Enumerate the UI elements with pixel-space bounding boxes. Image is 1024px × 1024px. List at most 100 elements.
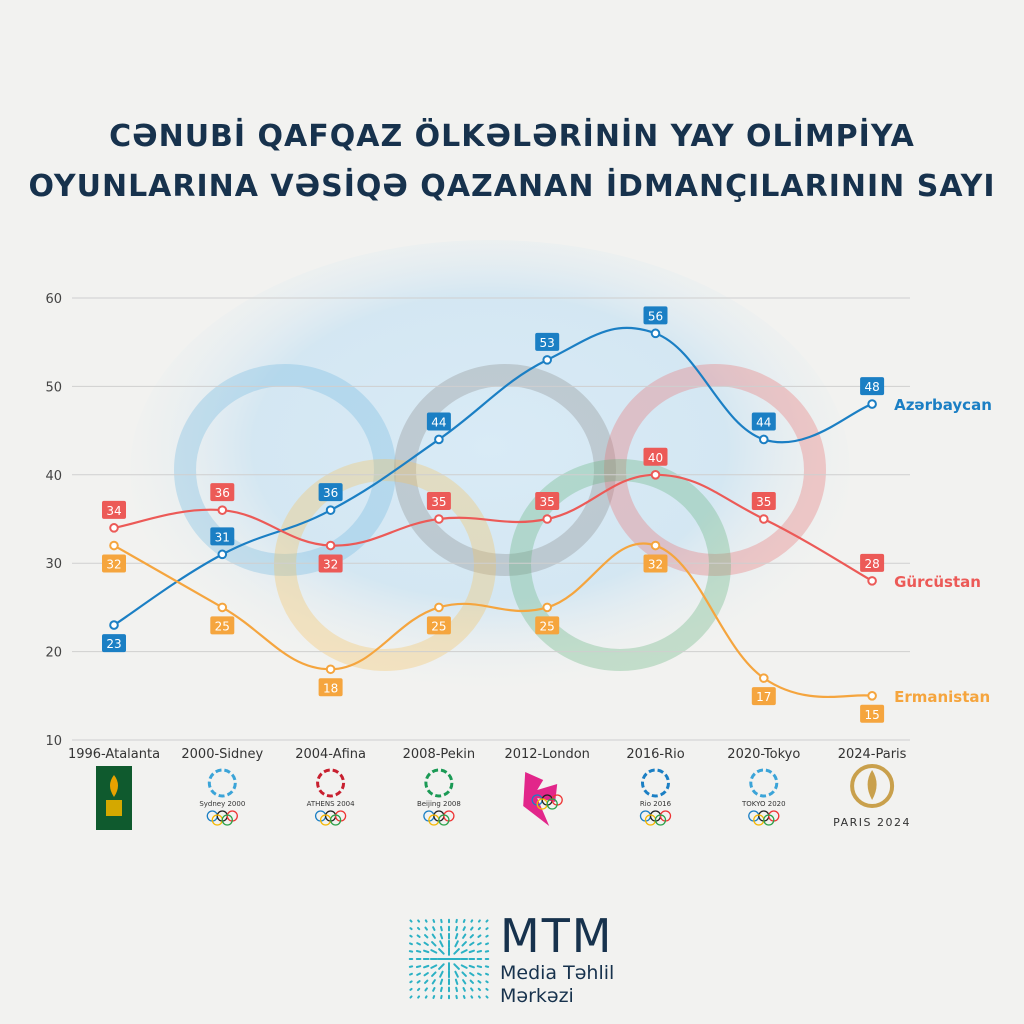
brand-line2: Mərkəzi — [500, 985, 574, 1007]
logo-dash — [476, 965, 483, 969]
logo-dash — [423, 964, 430, 969]
logo-dash — [423, 972, 429, 977]
data-point — [759, 514, 769, 524]
logo-dash — [485, 942, 489, 946]
logo-dash — [461, 941, 467, 947]
logo-dash — [439, 940, 444, 948]
logo-dash — [468, 964, 475, 969]
data-label-box — [860, 377, 885, 396]
data-labels: 23 31 36 44 53 56 44 48 Azərbaycan 34 36 32 35 35 40 35… — [102, 306, 992, 723]
data-label: 36 — [215, 486, 230, 500]
logo-dash — [431, 933, 436, 939]
logo-dash — [454, 940, 459, 948]
games-emblems: Sydney 2000 ATHENS 2004 Beijing 2008 Rio 20… — [96, 764, 910, 830]
data-label: 32 — [648, 558, 663, 572]
logo-dash — [439, 933, 444, 940]
data-label: 31 — [215, 530, 230, 544]
logo-dash — [469, 934, 474, 939]
logo-dash — [416, 942, 421, 946]
data-point — [109, 620, 119, 630]
logo-dash — [439, 970, 444, 978]
data-label-box — [751, 492, 776, 510]
data-label-box — [318, 483, 343, 502]
series-points — [109, 328, 877, 701]
logo-dash — [432, 995, 436, 999]
x-tick-label: 2008-Pekin — [403, 747, 476, 762]
brand-line1: Media Təhlil — [500, 962, 615, 984]
data-label: 44 — [756, 415, 771, 429]
data-point — [325, 540, 336, 551]
data-point — [217, 549, 228, 560]
emblem-mark — [424, 768, 454, 798]
mini-ring — [221, 814, 233, 826]
logo-dash — [469, 979, 474, 984]
logo-dash — [454, 978, 459, 985]
mini-ring — [654, 814, 667, 826]
emblem-text: TOKYO 2020 — [741, 800, 786, 808]
emblem-text: ATHENS 2004 — [307, 800, 355, 808]
mini-ring — [438, 814, 450, 826]
logo-dash — [409, 919, 413, 923]
logo-dash — [477, 995, 481, 999]
logo-dash — [409, 927, 413, 931]
data-label: 48 — [864, 380, 879, 394]
data-point — [109, 523, 119, 533]
data-point — [759, 434, 769, 445]
mini-ring — [329, 814, 342, 826]
logo-dash — [453, 948, 460, 955]
logo-dash — [439, 986, 443, 993]
emblem-7: TOKYO 2020 — [741, 768, 786, 826]
y-tick-label: 60 — [45, 292, 62, 307]
x-tick-label: 2016-Rio — [626, 747, 684, 762]
data-label: 28 — [864, 557, 879, 571]
data-point — [867, 399, 877, 409]
emblem-mark — [749, 768, 779, 798]
data-point — [759, 673, 769, 683]
logo-dash — [455, 986, 459, 993]
data-label: 35 — [540, 495, 555, 509]
logo-dash — [477, 972, 482, 976]
data-label-box — [426, 412, 451, 431]
logo-dash — [477, 919, 481, 923]
logo-dash — [477, 987, 482, 992]
paris-flame — [850, 764, 895, 808]
data-label-box — [643, 554, 668, 573]
x-tick-label: 2000-Sidney — [181, 747, 263, 762]
logo-dash — [431, 979, 436, 985]
logo-dash — [409, 980, 413, 984]
data-label: 17 — [756, 690, 771, 704]
data-label: 44 — [431, 415, 446, 429]
series-line-3 — [113, 542, 873, 698]
data-label-box — [643, 306, 668, 325]
background-ring-4 — [274, 459, 496, 671]
data-point — [650, 540, 661, 551]
logo-dash — [469, 941, 475, 946]
olympic-rings-background — [130, 240, 850, 700]
data-point — [434, 434, 444, 445]
logo-dash — [416, 987, 421, 992]
y-tick-label: 10 — [45, 734, 62, 749]
data-point — [867, 576, 877, 586]
logo-dash — [409, 934, 413, 938]
logo-dash — [416, 972, 421, 976]
y-tick-label: 20 — [45, 646, 62, 661]
emblem-bars — [106, 800, 122, 816]
chart-title-line1: CƏNUBİ QAFQAZ ÖLKƏLƏRİNİN YAY OLİMPİYA — [109, 119, 915, 154]
background-ring-3 — [604, 364, 826, 576]
data-label: 18 — [323, 681, 338, 695]
logo-dash — [432, 987, 436, 992]
data-point — [217, 505, 228, 515]
data-label-box — [318, 554, 343, 573]
line-chart: 10 20 30 40 50 60 23 31 36 44 53 56 44 48 Azərbaycan 3… — [45, 240, 992, 830]
emblem-2: Sydney 2000 — [199, 768, 245, 826]
logo-dash — [432, 919, 436, 923]
logo-dash — [470, 926, 474, 931]
data-label-box — [210, 527, 235, 546]
data-point — [325, 664, 336, 675]
x-tick-label: 2004-Afina — [295, 747, 366, 762]
logo-dash — [438, 963, 445, 970]
data-label-box — [210, 616, 235, 635]
logo-dash — [409, 942, 413, 946]
y-tick-label: 40 — [45, 469, 62, 484]
data-label-box — [102, 554, 126, 573]
